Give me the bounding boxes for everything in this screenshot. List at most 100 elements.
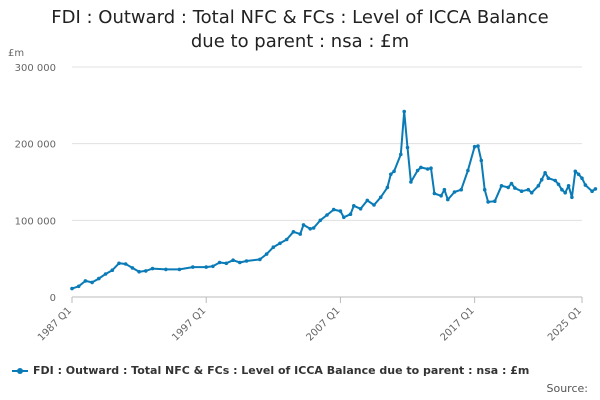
data-point-78 [546,176,551,180]
data-point-82 [563,190,567,195]
data-point-72 [519,189,524,193]
data-point-20 [231,258,235,263]
data-point-88 [583,183,588,187]
data-point-64 [479,158,484,163]
y-tick-label-0: 0 [50,293,56,304]
legend[interactable]: FDI : Outward : Total NFC & FCs : Level … [12,364,529,377]
data-point-35 [331,207,336,212]
data-point-65 [482,187,487,192]
x-axis: 1987 Q1 1997 Q1 2007 Q1 2017 Q1 2025 Q1 [36,297,584,343]
data-point-83 [566,184,571,188]
data-point-84 [570,195,574,200]
data-point-60 [459,187,464,192]
data-point-39 [352,204,356,208]
data-point-49 [405,145,410,150]
data-point-8 [123,262,128,266]
data-point-30 [301,223,306,227]
y-tick-label-2: 200 000 [15,140,56,151]
data-point-16 [204,265,208,269]
data-point-0 [70,286,74,291]
data-point-9 [130,266,135,270]
data-point-75 [536,184,541,188]
data-point-43 [378,195,383,200]
data-point-6 [110,268,115,273]
data-point-11 [144,269,148,273]
data-point-36 [338,209,343,213]
data-point-21 [238,260,242,265]
data-point-81 [560,187,564,192]
data-point-58 [446,197,450,202]
y-axis-unit-label: £m [8,48,24,59]
data-point-57 [442,187,447,192]
data-point-13 [164,267,168,272]
chart-title-line-1: FDI : Outward : Total NFC & FCs : Level … [51,7,549,28]
data-point-19 [224,261,229,266]
series-line-0 [71,110,596,290]
data-point-2 [83,279,88,283]
data-point-51 [415,168,420,173]
legend-swatch-icon [12,365,28,377]
grid-lines [72,66,582,298]
y-axis: £m 0 100 000 200 000 300 000 [8,48,56,304]
data-point-46 [392,169,396,174]
data-point-3 [90,280,94,285]
x-tick-label-4: 2025 Q1 [546,305,584,343]
data-point-69 [506,185,511,190]
y-tick-label-3: 300 000 [15,63,56,74]
data-point-33 [318,218,323,223]
chart-title-line-2: due to parent : nsa : £m [190,31,410,52]
data-point-52 [419,165,423,170]
data-point-86 [576,172,581,177]
data-point-89 [590,189,594,193]
data-point-14 [177,267,182,272]
data-point-31 [308,227,313,231]
data-point-41 [365,198,370,203]
data-point-40 [358,207,363,211]
data-point-79 [553,178,557,183]
data-point-38 [348,212,353,216]
data-point-53 [425,167,430,171]
data-point-45 [389,172,393,177]
source-label: Source: [546,382,589,395]
data-point-18 [217,260,222,265]
data-point-37 [342,215,346,220]
data-point-50 [409,180,413,184]
data-point-59 [452,190,457,194]
data-point-23 [258,257,262,262]
data-point-1 [76,284,81,289]
data-point-90 [593,187,598,191]
data-point-63 [476,144,480,148]
y-tick-label-1: 100 000 [15,216,56,227]
data-point-42 [372,203,376,207]
data-point-54 [429,166,433,170]
data-point-24 [264,252,269,256]
data-point-25 [271,245,276,249]
x-tick-label-1: 1997 Q1 [170,305,208,343]
data-point-61 [466,168,470,173]
x-tick-label-3: 2017 Q1 [439,305,477,343]
data-point-71 [513,186,517,190]
data-point-10 [137,269,141,274]
data-point-4 [97,276,101,281]
data-point-47 [399,152,403,157]
data-point-67 [493,199,497,203]
data-point-22 [244,259,249,263]
data-point-5 [103,272,108,276]
data-point-32 [311,226,316,230]
legend-label: FDI : Outward : Total NFC & FCs : Level … [33,364,530,377]
data-point-85 [573,169,578,174]
data-point-27 [284,237,289,242]
data-point-26 [278,241,282,246]
data-point-66 [486,200,490,204]
data-point-62 [472,144,477,149]
data-point-12 [150,266,155,271]
data-point-48 [402,109,407,114]
data-point-77 [543,171,547,175]
data-point-74 [529,190,534,195]
data-point-44 [385,185,390,190]
data-point-56 [439,194,443,198]
data-point-28 [291,230,296,234]
data-point-55 [432,191,437,196]
data-point-34 [325,213,329,217]
